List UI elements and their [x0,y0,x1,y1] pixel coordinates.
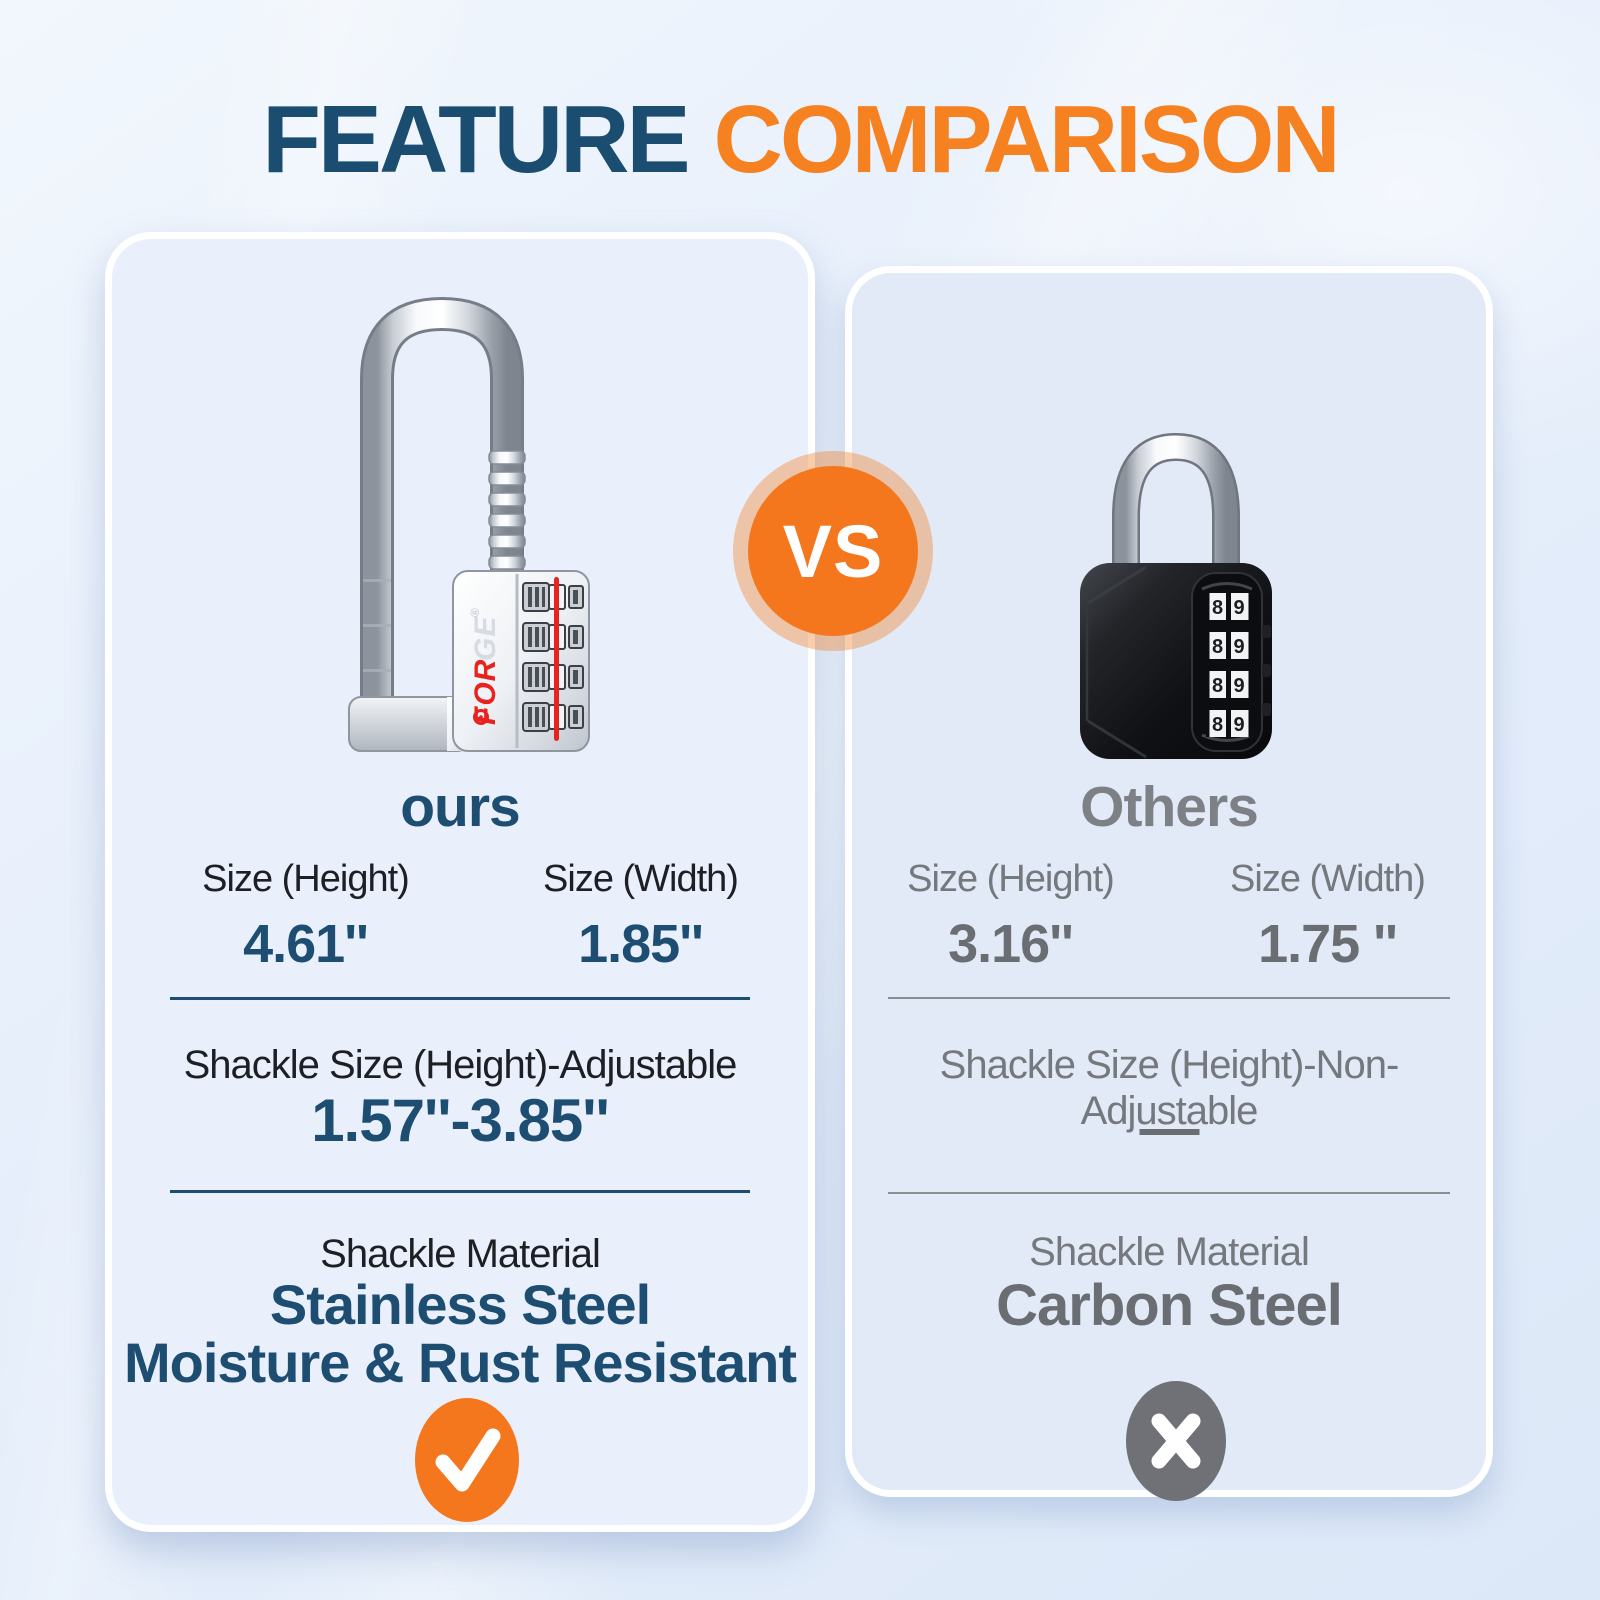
check-icon [415,1398,519,1522]
size-width-value: 1.75 '' [1258,914,1398,974]
vs-label: VS [782,509,884,593]
dial-digit: 8 [1212,714,1223,736]
shackle-ridges [363,450,526,712]
dial-digit: 8 [1212,597,1223,619]
material-line1: Stainless Steel [269,1273,651,1336]
forge-logo: FOR GE ® [468,607,502,725]
slot-highlight [1201,582,1253,591]
size-height-cell: Size (Height) 3.16'' [852,857,1169,975]
dial-digit: 9 [1234,714,1245,736]
size-height-value: 4.61'' [243,914,369,974]
shackle-size-label: Shackle Size (Height)-Adjustable [183,1043,738,1087]
size-spec-row: Size (Height) 3.16'' Size (Width) 1.75 '… [852,857,1486,975]
title-comparison: COMPARISON [713,86,1340,193]
shackle-material-label: Shackle Material [320,1232,601,1276]
combination-dials [522,582,584,732]
shackle-chrome [363,299,521,729]
shackle-material-value: Carbon Steel [996,1273,1343,1338]
divider [170,997,750,1000]
gear-icon [473,709,489,725]
dial-digit: 9 [1234,675,1245,697]
combination-dials: 8 9 8 9 8 9 8 9 [1206,593,1271,737]
product-name-others: Others [1080,775,1259,839]
size-width-label: Size (Width) [543,858,739,900]
ours-card: FOR GE ® [105,232,815,1532]
divider [888,1192,1450,1194]
title-feature: FEATURE [262,86,690,193]
material-line2: Moisture & Rust Resistant [124,1331,797,1394]
shackle-size-value: 1.57''-3.85'' [311,1087,610,1154]
dial-digit: 9 [1234,597,1245,619]
shackle-material-value: Stainless Steel Moisture & Rust Resistan… [112,1276,808,1392]
body-facet [1087,565,1147,605]
size-height-label: Size (Height) [907,858,1115,900]
size-height-label: Size (Height) [202,858,410,900]
size-spec-row: Size (Height) 4.61'' Size (Width) 1.85'' [112,857,808,975]
black-padlock-image: 8 9 8 9 8 9 8 9 [1080,432,1272,759]
divider [170,1190,750,1193]
page-title: FEATURE COMPARISON [0,92,1600,188]
dial-digit: 8 [1212,636,1223,658]
shackle-chrome [1114,435,1238,587]
product-name-ours: ours [400,775,521,839]
size-width-label: Size (Width) [1230,858,1426,900]
vs-badge: VS [733,451,933,651]
size-height-cell: Size (Height) 4.61'' [138,857,473,975]
body-facet [1087,719,1147,759]
shackle-size-value: — [1139,1094,1200,1161]
size-height-value: 3.16'' [948,914,1074,974]
registered-mark: ® [468,607,482,617]
dial-digit: 9 [1234,636,1245,658]
x-icon [1126,1381,1226,1501]
brand-part2: GE [469,616,502,661]
dial-digit: 8 [1212,675,1223,697]
others-card: 8 9 8 9 8 9 8 9 [845,266,1493,1501]
long-shackle-padlock-image: FOR GE ® [348,296,590,752]
size-width-value: 1.85'' [578,914,704,974]
dial-indicator-line [554,577,559,741]
vs-circle: VS [748,466,918,636]
shackle-material-label: Shackle Material [1029,1230,1310,1274]
divider [888,997,1450,999]
size-width-cell: Size (Width) 1.75 '' [1169,857,1486,975]
size-width-cell: Size (Width) 1.85'' [473,857,808,975]
shackle-size-label: Shackle Size (Height)-Non-Adjustable [939,1043,1400,1133]
